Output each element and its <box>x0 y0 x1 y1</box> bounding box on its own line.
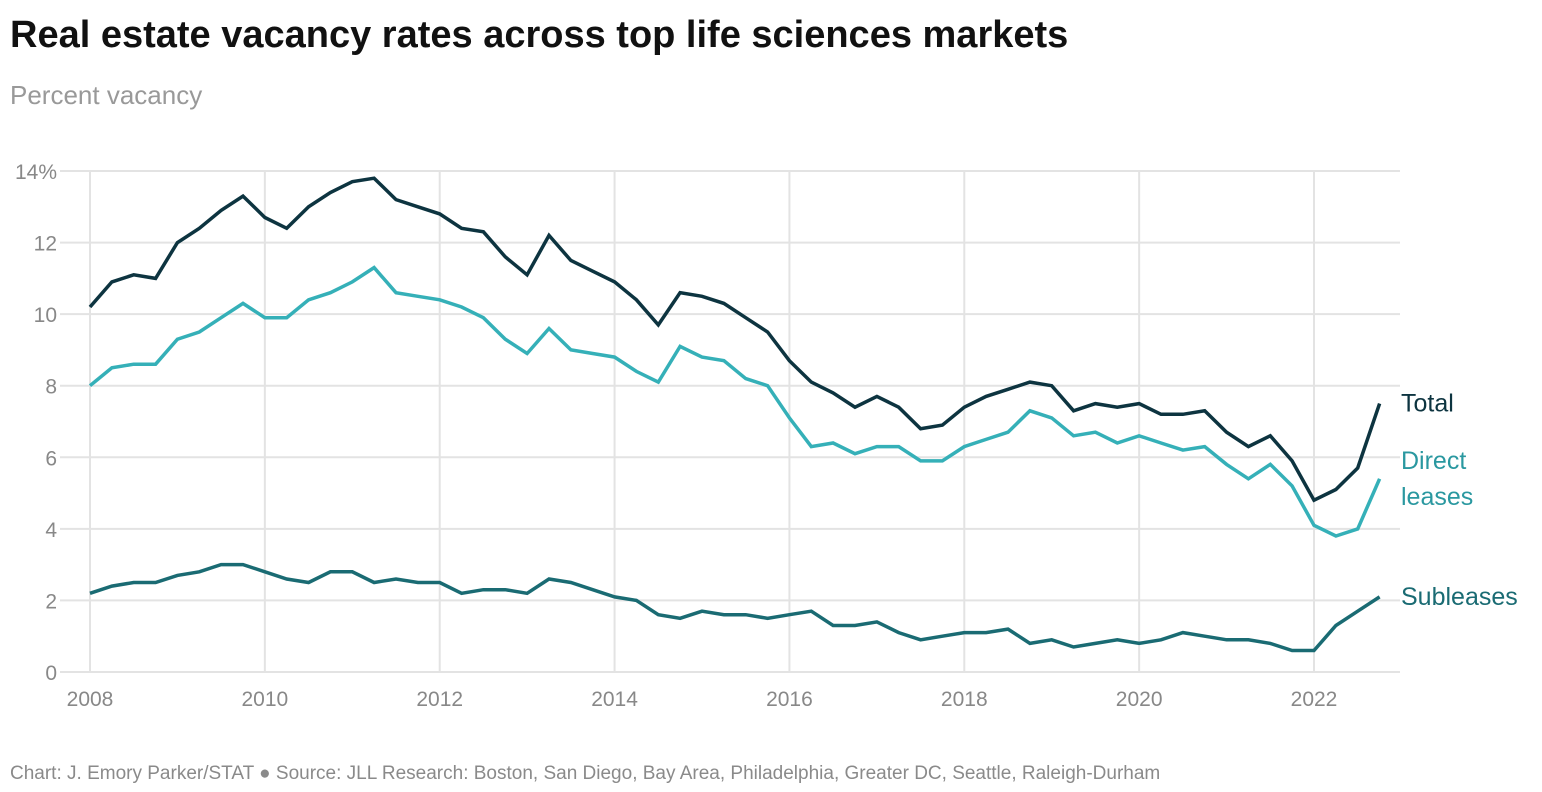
x-tick-label: 2012 <box>416 688 463 711</box>
chart-credit: Chart: J. Emory Parker/STAT ● Source: JL… <box>10 763 1161 784</box>
subleases-line <box>89 562 1381 653</box>
x-tick-label: 2022 <box>1291 688 1338 711</box>
total-line <box>88 176 1382 503</box>
y-tick-label: 0 <box>45 662 57 685</box>
x-tick-label: 2010 <box>241 688 288 711</box>
chart-subtitle: Percent vacancy <box>10 80 203 110</box>
total-label: Total <box>1401 390 1454 418</box>
x-tick-label: 2020 <box>1116 688 1163 711</box>
y-tick-label: 8 <box>45 376 57 399</box>
chart-title: Real estate vacancy rates across top lif… <box>10 14 1069 56</box>
x-tick-label: 2008 <box>67 688 114 711</box>
y-tick-label: 2 <box>45 590 57 613</box>
x-tick-label: 2018 <box>941 688 988 711</box>
y-tick-label: 10 <box>34 304 57 327</box>
x-tick-label: 2016 <box>766 688 813 711</box>
y-tick-label: 4 <box>45 519 57 542</box>
subleases-label: Subleases <box>1401 583 1518 611</box>
y-tick-label: 6 <box>45 447 57 470</box>
y-tick-label: 12 <box>34 233 57 256</box>
x-tick-label: 2014 <box>591 688 638 711</box>
direct-leases-line <box>88 265 1382 538</box>
y-tick-label: 14% <box>15 161 57 184</box>
direct-leases-label: Direct leases <box>1401 447 1473 511</box>
